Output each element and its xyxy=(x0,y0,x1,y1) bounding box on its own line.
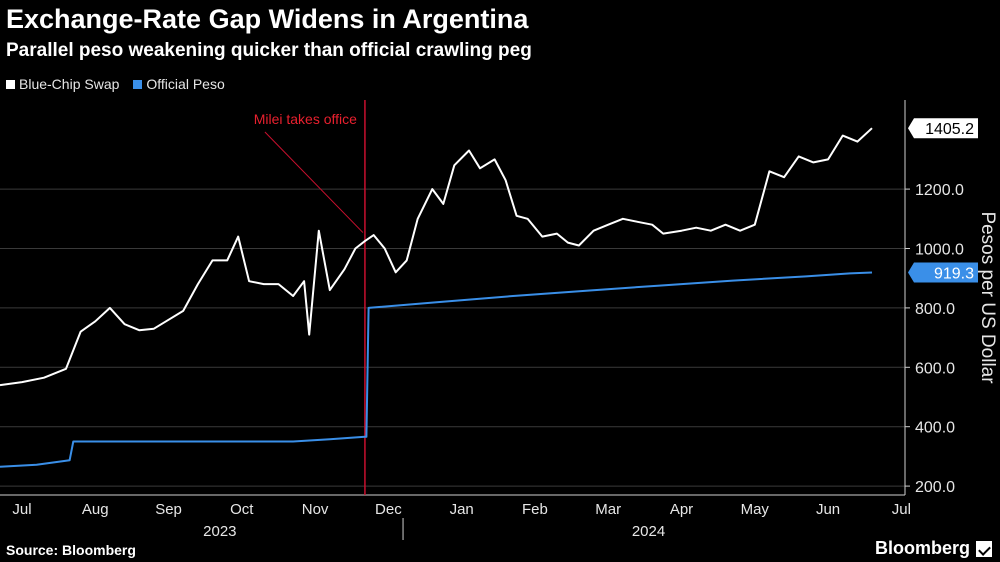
legend-item-official-peso: Official Peso xyxy=(133,76,225,92)
x-tick-label: Apr xyxy=(670,501,693,518)
x-tick-label: May xyxy=(741,501,770,518)
source-note: Source: Bloomberg xyxy=(6,542,136,558)
end-value-label: 919.3 xyxy=(934,265,974,282)
y-tick-label: 600.0 xyxy=(915,360,955,377)
x-tick-label: Oct xyxy=(230,501,254,518)
chart-title: Exchange-Rate Gap Widens in Argentina xyxy=(6,4,529,34)
brand-logo: Bloomberg xyxy=(875,538,992,559)
brand-wordmark: Bloomberg xyxy=(874,538,970,558)
x-tick-label: Feb xyxy=(522,501,548,518)
annotation-label: Milei takes office xyxy=(254,111,357,127)
series-line-official-peso xyxy=(0,271,873,468)
y-axis-title: Pesos per US Dollar xyxy=(977,211,998,384)
legend-label-official-peso: Official Peso xyxy=(146,76,225,92)
legend-item-blue-chip-swap: Blue-Chip Swap xyxy=(6,76,119,92)
series-line-blue-chip-swap xyxy=(0,127,873,387)
legend: Blue-Chip Swap Official Peso xyxy=(6,76,225,92)
end-value-tag-official-peso: 919.3 xyxy=(908,262,978,283)
x-tick-label: Jul xyxy=(892,501,911,518)
x-tick-label: Mar xyxy=(595,501,621,518)
end-value-tag-bg xyxy=(908,262,978,283)
legend-swatch-blue-chip-swap xyxy=(6,79,15,89)
y-tick-label: 200.0 xyxy=(915,479,955,496)
end-value-tag-bg xyxy=(908,118,978,139)
annotation-pointer xyxy=(264,131,364,233)
y-tick-label: 400.0 xyxy=(915,420,955,437)
year-label: 2023 xyxy=(203,523,236,540)
year-label: 2024 xyxy=(632,523,665,540)
legend-swatch-official-peso xyxy=(133,79,143,89)
x-tick-label: Dec xyxy=(375,501,402,518)
x-tick-label: Jun xyxy=(816,501,840,518)
y-tick-label: 800.0 xyxy=(915,301,955,318)
x-tick-label: Jul xyxy=(12,501,31,518)
x-tick-label: Nov xyxy=(302,501,329,518)
x-tick-label: Aug xyxy=(82,501,109,518)
x-tick-label: Jan xyxy=(450,501,474,518)
y-tick-label: 1200.0 xyxy=(915,182,964,199)
end-value-label: 1405.2 xyxy=(925,121,974,138)
y-tick-label: 1000.0 xyxy=(915,241,964,258)
end-value-tag-blue-chip-swap: 1405.2 xyxy=(908,118,978,139)
legend-label-blue-chip-swap: Blue-Chip Swap xyxy=(19,76,120,92)
x-tick-label: Sep xyxy=(155,501,182,518)
brand-icon xyxy=(976,540,992,557)
chart-subtitle: Parallel peso weakening quicker than off… xyxy=(6,40,532,61)
